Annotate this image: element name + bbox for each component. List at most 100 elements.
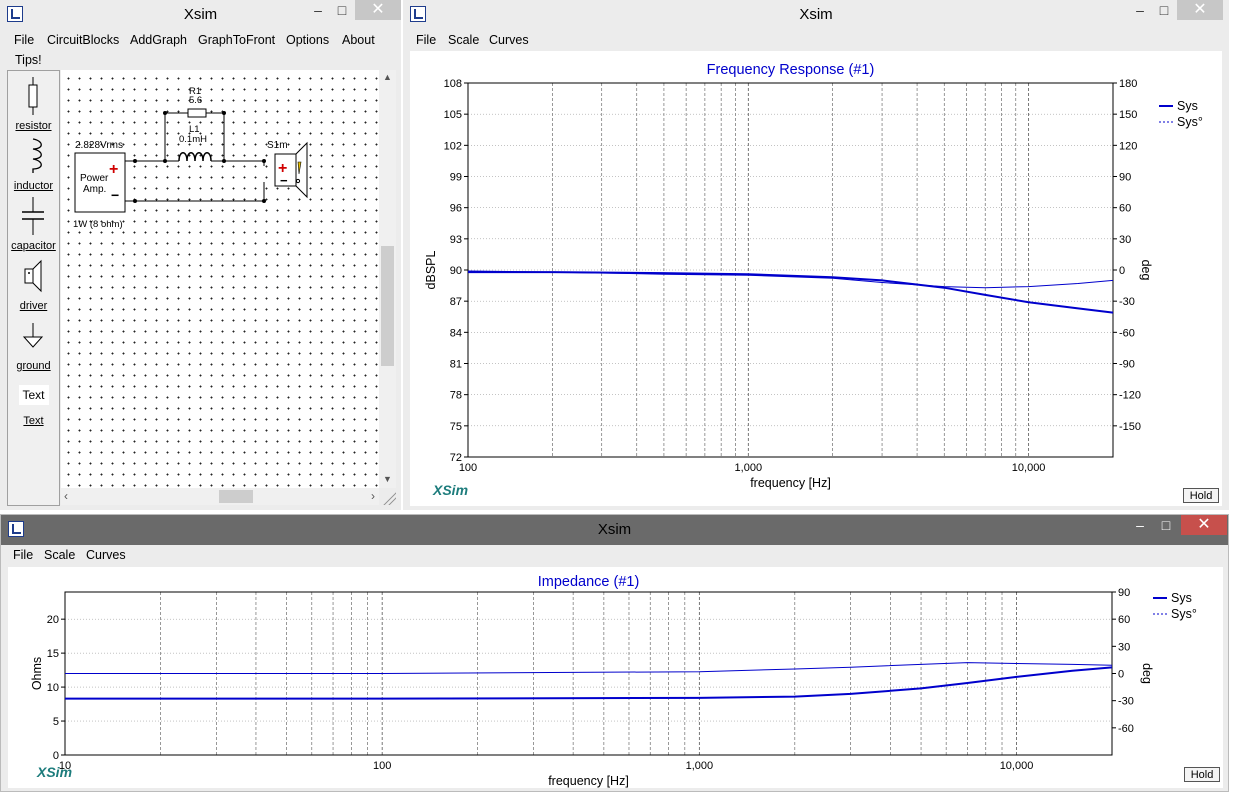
menu-tips[interactable]: Tips! [15, 53, 42, 67]
graph-area: 72 75 78 81 84 87 90 93 96 99 102 105 108 -150 -120 -90… [410, 51, 1222, 506]
graph-menubar: File Scale Curves [5, 545, 1224, 565]
minimize-icon[interactable]: – [314, 2, 322, 18]
menu-addgraph[interactable]: AddGraph [130, 33, 187, 47]
l1-value-label: 0.1mH [179, 134, 207, 145]
close-icon[interactable]: ✕ [1181, 515, 1227, 535]
menu-curves[interactable]: Curves [489, 33, 529, 47]
palette-resistor[interactable]: resistor [8, 77, 59, 133]
menu-scale[interactable]: Scale [448, 33, 480, 47]
menu-file[interactable]: File [14, 33, 35, 47]
menu-about[interactable]: About [342, 33, 375, 47]
scroll-left-icon[interactable]: ‹ [64, 489, 68, 503]
menu-curves[interactable]: Curves [86, 548, 126, 562]
app-icon[interactable] [410, 6, 426, 22]
power-amp-block[interactable] [74, 152, 126, 213]
series-line-sys-phase [467, 270, 1114, 289]
y-tick-label: 15 [47, 648, 59, 660]
y2-axis-label: deg [1139, 260, 1153, 281]
horizontal-scroll-thumb[interactable] [219, 490, 253, 503]
menu-scale[interactable]: Scale [44, 548, 76, 562]
driver-s1m[interactable]: + − [274, 141, 308, 199]
scroll-up-icon[interactable]: ▲ [383, 72, 392, 82]
schematic-titlebar[interactable]: Xsim – □ ✕ [0, 0, 401, 30]
y2-tick-label: -60 [1119, 327, 1135, 339]
frequency-response-window: Xsim – □ ✕ File Scale Curves 72 75 78 81 84 8… [403, 0, 1229, 510]
menu-options[interactable]: Options [286, 33, 330, 47]
text-icon: Text [18, 385, 49, 405]
palette-text[interactable]: Text Text [8, 377, 59, 437]
driver-polarity-marker [297, 161, 302, 175]
hold-button[interactable]: Hold [1183, 488, 1219, 503]
y2-tick-label: -30 [1118, 696, 1134, 708]
vertical-scrollbar[interactable]: ▲ ▼ [379, 70, 396, 488]
r1-value-label: 5.6 [189, 95, 202, 106]
app-icon[interactable] [7, 6, 23, 22]
schematic-menubar: File CircuitBlocks AddGraph GraphToFront… [4, 30, 397, 70]
y-axis-label: dBSPL [424, 250, 438, 289]
palette-label: capacitor [11, 240, 56, 252]
y-tick-label: 87 [450, 296, 462, 308]
graph-menubar: File Scale Curves [407, 30, 1225, 50]
y2-tick-label: 150 [1119, 109, 1137, 121]
resistor-icon [28, 77, 38, 115]
menu-file[interactable]: File [13, 548, 34, 562]
y-tick-label: 0 [53, 750, 59, 762]
frequency-response-titlebar[interactable]: Xsim – □ ✕ [403, 0, 1229, 30]
circuit-diagram: 2.828Vrms Power Amp. + − 1W (8 ohm) [73, 86, 308, 230]
series-line-sys [468, 271, 1114, 314]
series-line-sys [65, 666, 1113, 700]
xsim-brand-label: XSim [433, 482, 469, 498]
palette-driver[interactable]: driver [8, 257, 59, 313]
impedance-titlebar[interactable]: Xsim – □ ✕ [1, 515, 1228, 545]
y-tick-label: 78 [450, 390, 462, 402]
menu-file[interactable]: File [416, 33, 437, 47]
chart-title: Impedance (#1) [538, 574, 640, 590]
xsim-brand-label: XSim [37, 764, 73, 780]
x-tick-label: 100 [373, 760, 391, 772]
inductor-l1[interactable] [178, 152, 212, 162]
menu-circuitblocks[interactable]: CircuitBlocks [47, 33, 120, 47]
y2-tick-label: -60 [1118, 723, 1134, 735]
maximize-icon[interactable]: □ [1161, 517, 1171, 533]
driver-icon [24, 259, 42, 293]
vertical-scroll-thumb[interactable] [381, 246, 394, 366]
resize-grip-icon[interactable] [382, 491, 396, 505]
driver-name-label: S1m [267, 140, 288, 151]
y2-tick-label: -150 [1119, 421, 1141, 433]
impedance-chart: 0 5 10 15 20 -60 -30 0 30 60 90 10 100 1,000 10,000 Imp… [30, 574, 1197, 788]
close-icon[interactable]: ✕ [355, 0, 401, 20]
window-title: Xsim [183, 6, 218, 23]
palette-label: Text [23, 415, 44, 427]
frequency-response-chart: 72 75 78 81 84 87 90 93 96 99 102 105 108 -150 -120 -90… [424, 62, 1203, 490]
y2-tick-label: 90 [1118, 587, 1130, 599]
scroll-down-icon[interactable]: ▼ [383, 474, 392, 484]
legend-label: Sys [1177, 99, 1198, 113]
palette-label: inductor [13, 180, 54, 192]
palette-ground[interactable]: ground [8, 317, 59, 373]
legend-label: Sys° [1177, 115, 1203, 129]
x-tick-label: 1,000 [735, 462, 763, 474]
maximize-icon[interactable]: □ [1159, 2, 1169, 18]
hold-button[interactable]: Hold [1184, 767, 1220, 782]
close-icon[interactable]: ✕ [1177, 0, 1223, 20]
maximize-icon[interactable]: □ [337, 2, 347, 18]
y-tick-label: 84 [450, 327, 462, 339]
scroll-right-icon[interactable]: › [371, 489, 375, 503]
horizontal-scrollbar[interactable]: ‹ › [61, 488, 379, 505]
minimize-icon[interactable]: – [1136, 517, 1144, 533]
palette-capacitor[interactable]: capacitor [8, 197, 59, 253]
impedance-window: Xsim – □ ✕ File Scale Curves 0 5 10 15 20 -60… [0, 514, 1229, 792]
y2-tick-label: 60 [1119, 203, 1131, 215]
schematic-canvas[interactable]: 2.828Vrms Power Amp. + − 1W (8 ohm) [61, 70, 379, 488]
palette-inductor[interactable]: inductor [8, 137, 59, 193]
inductor-icon [32, 138, 42, 173]
y2-tick-label: 0 [1118, 669, 1124, 681]
menu-graphtofront[interactable]: GraphToFront [198, 33, 276, 47]
palette-label: ground [16, 360, 51, 372]
resistor-r1[interactable] [187, 108, 207, 118]
schematic-window: Xsim – □ ✕ File CircuitBlocks AddGraph G… [0, 0, 401, 510]
y2-tick-label: 30 [1118, 641, 1130, 653]
app-icon[interactable] [8, 521, 24, 537]
minimize-icon[interactable]: – [1136, 2, 1144, 18]
driver-minus-sign: − [280, 173, 288, 188]
